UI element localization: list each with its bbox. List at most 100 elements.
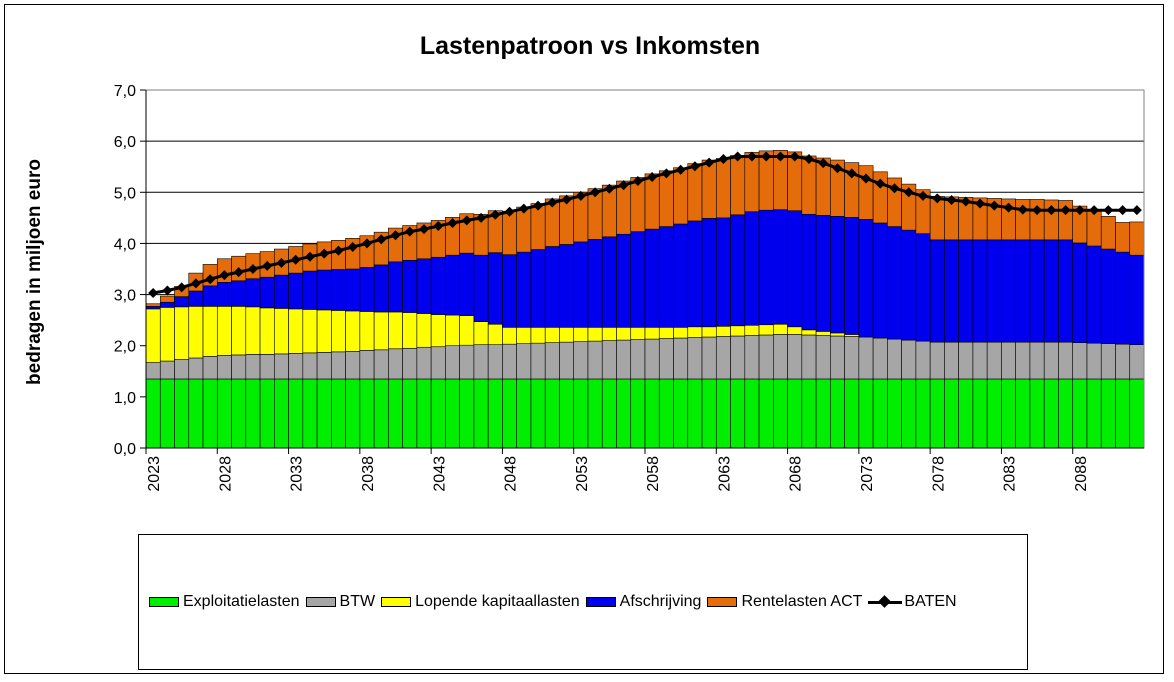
bar-segment [787, 378, 803, 449]
bar-segment [715, 217, 731, 327]
bar-segment [231, 306, 247, 356]
bar-segment [1043, 239, 1059, 343]
bar-segment [216, 281, 232, 307]
bar-segment [730, 214, 746, 327]
x-tick-label: 2048 [503, 456, 520, 492]
bar-segment [274, 274, 289, 309]
x-tick-label: 2078 [930, 456, 947, 492]
baten-marker [376, 234, 387, 245]
x-tick-label: 2053 [574, 456, 591, 492]
bar-segment [430, 346, 446, 380]
bar-segment [345, 310, 361, 352]
y-tick-label: 6,0 [114, 134, 136, 151]
bar-segment [701, 218, 717, 328]
bar-segment [587, 340, 603, 380]
baten-marker [647, 171, 658, 182]
bar-segment [944, 378, 959, 449]
bar-segment [1015, 239, 1031, 343]
bar-segment [202, 356, 218, 380]
bar-segment [787, 210, 803, 328]
bar-segment [1029, 341, 1045, 380]
bar-segment [516, 327, 532, 344]
bar-segment [929, 239, 945, 343]
bar-segment [231, 378, 247, 449]
bar-segment [630, 378, 646, 449]
baten-marker [276, 257, 287, 268]
bar-segment [773, 323, 788, 335]
bar-segment [473, 254, 489, 322]
baten-marker [361, 238, 372, 249]
bar-segment [1100, 216, 1116, 250]
bar-segment [801, 329, 817, 336]
bar-segment [616, 233, 632, 328]
baten-marker [590, 187, 601, 198]
bar-segment [502, 254, 517, 328]
bar-segment [929, 341, 945, 380]
bar-segment [730, 378, 746, 449]
baten-marker [1017, 204, 1028, 215]
bar-segment [644, 228, 660, 328]
bar-segment [274, 308, 289, 355]
bar-segment [758, 209, 774, 326]
bar-segment [773, 209, 788, 325]
bar-segment [274, 378, 289, 449]
bar-segment [174, 359, 190, 380]
bar-segment [331, 310, 346, 353]
baten-marker [247, 264, 258, 274]
baten-marker [618, 180, 629, 191]
bar-segment [701, 326, 717, 338]
baten-marker [661, 168, 672, 179]
bar-segment [787, 334, 803, 380]
bar-segment [844, 217, 860, 335]
bar-segment [145, 303, 161, 307]
bar-segment [530, 342, 546, 380]
baten-marker [932, 193, 943, 204]
baten-marker [205, 274, 216, 285]
bar-segment [459, 315, 475, 346]
bar-segment [1100, 378, 1116, 449]
bar-segment [944, 341, 959, 380]
bar-segment [1129, 221, 1145, 256]
baten-marker [832, 163, 843, 174]
legend-label: Lopende kapitaallasten [415, 593, 580, 610]
bar-segment [673, 378, 689, 449]
baten-marker [233, 267, 244, 278]
bar-segment [573, 341, 589, 380]
bar-segment [159, 307, 175, 362]
baten-marker [390, 230, 401, 241]
x-tick-label: 2023 [146, 456, 163, 492]
bar-segment [744, 335, 760, 380]
bar-segment [986, 378, 1002, 449]
baten-marker [290, 254, 301, 265]
bar-segment [801, 155, 817, 215]
bar-segment [1015, 378, 1031, 449]
bar-segment [901, 378, 917, 449]
bar-segment [1100, 248, 1116, 344]
bar-segment [174, 306, 190, 360]
bar-segment [316, 309, 332, 353]
bar-segment [715, 325, 731, 337]
baten-marker [746, 151, 757, 162]
legend-item-afschrijving: Afschrijving [585, 593, 701, 611]
bar-segment [331, 269, 346, 311]
bar-segment [1001, 341, 1016, 380]
bar-segment [1086, 210, 1102, 247]
bar-segment [559, 244, 575, 328]
bar-segment [345, 351, 361, 380]
bar-segment [516, 251, 532, 328]
legend-swatch [149, 597, 179, 607]
bar-segment [259, 307, 275, 355]
bar-segment [345, 268, 361, 312]
bar-segment [316, 269, 332, 311]
bar-segment [986, 341, 1002, 380]
bar-segment [288, 378, 304, 449]
bar-segment [644, 338, 660, 380]
bar-segment [502, 343, 517, 380]
baten-marker [476, 212, 487, 223]
bar-segment [1115, 222, 1131, 253]
bar-segment [601, 378, 617, 449]
bar-segment [715, 158, 731, 219]
legend-item-rentelasten-act: Rentelasten ACT [707, 593, 862, 611]
bar-segment [801, 213, 817, 331]
bar-segment [402, 347, 418, 380]
